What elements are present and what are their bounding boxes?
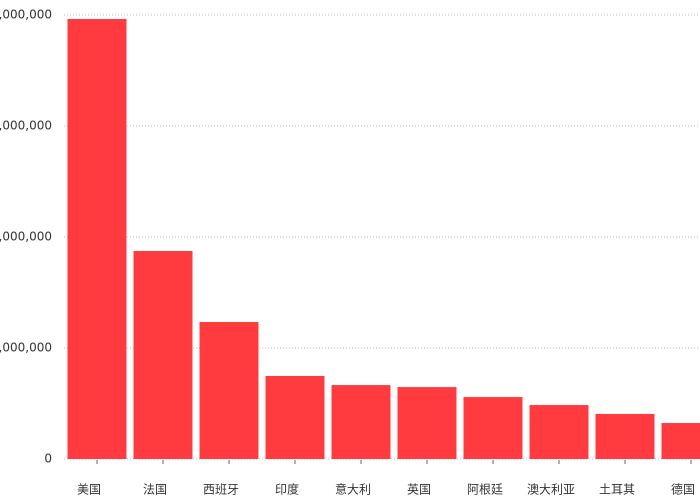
x-tick-label: 印度 [275,482,299,497]
bar [529,405,589,459]
bar [331,385,391,459]
x-tick-label: 澳大利亚 [527,483,575,497]
bar [463,397,523,459]
x-tick-label: 土耳其 [599,483,635,497]
bar [199,322,259,459]
x-tick-label: 西班牙 [203,483,239,497]
y-tick-label: 5,000,000 [0,341,52,355]
y-tick-label: 15,000,000 [0,119,52,133]
x-tick-label: 英国 [407,483,431,497]
bar [595,413,655,459]
x-tick-label: 意大利 [335,482,371,497]
x-tick-label: 德国 [671,482,695,497]
bar [133,250,193,459]
x-tick-label: 法国 [143,483,167,497]
x-tick-label: 美国 [77,483,101,497]
y-tick-label: 20,000,000 [0,8,52,22]
y-tick-label: 10,000,000 [0,230,52,244]
x-tick-label: 阿根廷 [467,483,503,497]
bar [661,423,700,459]
bar [397,387,457,459]
y-tick-label: 0 [44,452,52,466]
bar [265,375,325,459]
bar [67,18,127,459]
